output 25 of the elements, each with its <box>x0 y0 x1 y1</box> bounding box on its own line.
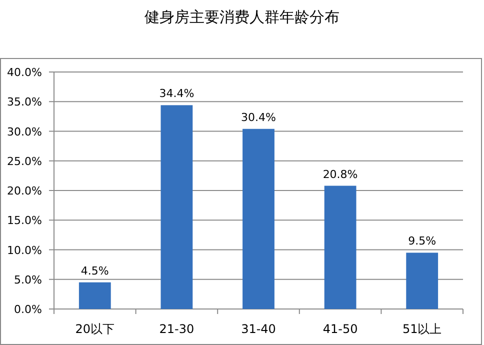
data-label: 20.8% <box>322 168 358 181</box>
x-tick-label: 20以下 <box>75 322 115 336</box>
data-label: 30.4% <box>241 110 276 124</box>
bar <box>324 186 356 309</box>
y-tick-label: 20.0% <box>7 184 42 198</box>
y-tick-label: 10.0% <box>7 244 42 257</box>
bar <box>78 282 111 309</box>
y-tick-label: 30.0% <box>7 125 42 138</box>
x-tick-label: 31-40 <box>241 322 276 336</box>
y-tick-label: 25.0% <box>7 154 42 168</box>
data-label: 9.5% <box>408 234 436 248</box>
data-label: 34.4% <box>159 87 194 100</box>
y-tick-label: 40.0% <box>7 66 42 79</box>
x-tick-label: 41-50 <box>322 322 358 336</box>
data-label: 4.5% <box>80 264 109 278</box>
x-tick-label: 51以上 <box>402 322 442 336</box>
bar <box>242 128 274 309</box>
y-tick-label: 35.0% <box>7 96 42 109</box>
x-tick-label: 21-30 <box>159 322 194 336</box>
chart-title: 健身房主要消费人群年龄分布 <box>144 8 340 26</box>
bar <box>406 252 438 309</box>
bar <box>160 105 193 309</box>
y-tick-label: 15.0% <box>7 214 42 228</box>
y-tick-label: 5.0% <box>14 273 42 286</box>
y-tick-label: 0.0% <box>14 303 42 316</box>
